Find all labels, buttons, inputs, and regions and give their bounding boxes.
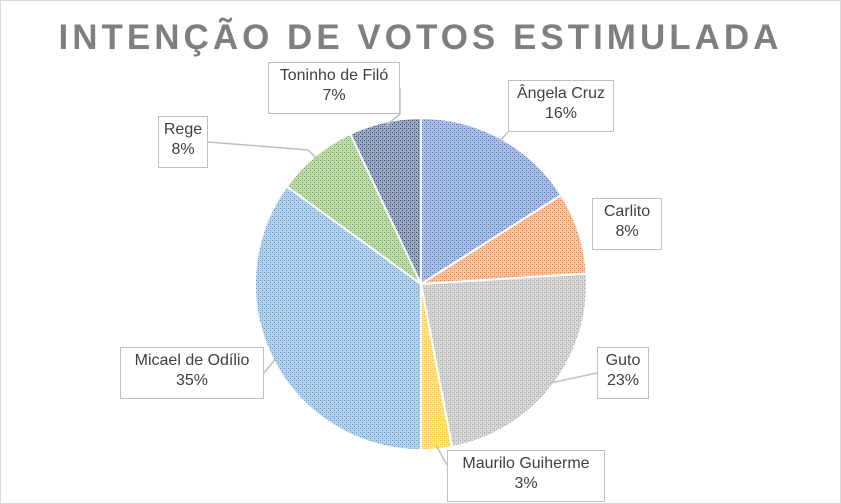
data-label-name: Carlito — [603, 203, 651, 220]
data-label-name: Maurilo Guiherme — [462, 455, 590, 472]
data-label: Micael de Odílio 35% — [120, 347, 264, 399]
pie-slice-guto — [419, 272, 588, 449]
chart-title: INTENÇÃO DE VOTOS ESTIMULADA — [58, 18, 783, 57]
data-label-value: 8% — [171, 141, 195, 158]
data-label-value: 23% — [606, 372, 640, 389]
data-label-value: 7% — [322, 87, 346, 104]
pie-slice-micael-de-od-lio — [253, 185, 422, 452]
data-label-name: Toninho de Filó — [279, 67, 389, 84]
data-label-name: Rege — [163, 121, 203, 138]
pie-slice--ngela-cruz — [420, 116, 563, 286]
data-label-name: Guto — [605, 352, 641, 369]
leader-line — [385, 88, 401, 127]
leader-line — [435, 444, 448, 466]
data-label-name: Micael de Odílio — [134, 352, 250, 369]
leader-line — [548, 372, 598, 385]
data-label: Toninho de Filó 7% — [268, 62, 400, 114]
data-label-value: 8% — [615, 223, 639, 240]
data-label-value: 3% — [514, 475, 538, 492]
data-label: Guto 23% — [597, 347, 649, 399]
data-label: Rege 8% — [158, 116, 208, 168]
data-label: Carlito 8% — [592, 198, 662, 250]
data-label: Maurilo Guiherme 3% — [447, 450, 605, 502]
pie-slice-toninho-de-fil- — [348, 116, 422, 285]
leader-line — [263, 357, 278, 374]
data-label-value: 16% — [544, 105, 578, 122]
data-label-value: 35% — [175, 372, 209, 389]
data-label: Ângela Cruz 16% — [508, 80, 614, 132]
leader-line — [498, 131, 509, 143]
data-label-name: Ângela Cruz — [516, 85, 606, 102]
leader-line — [207, 141, 319, 160]
